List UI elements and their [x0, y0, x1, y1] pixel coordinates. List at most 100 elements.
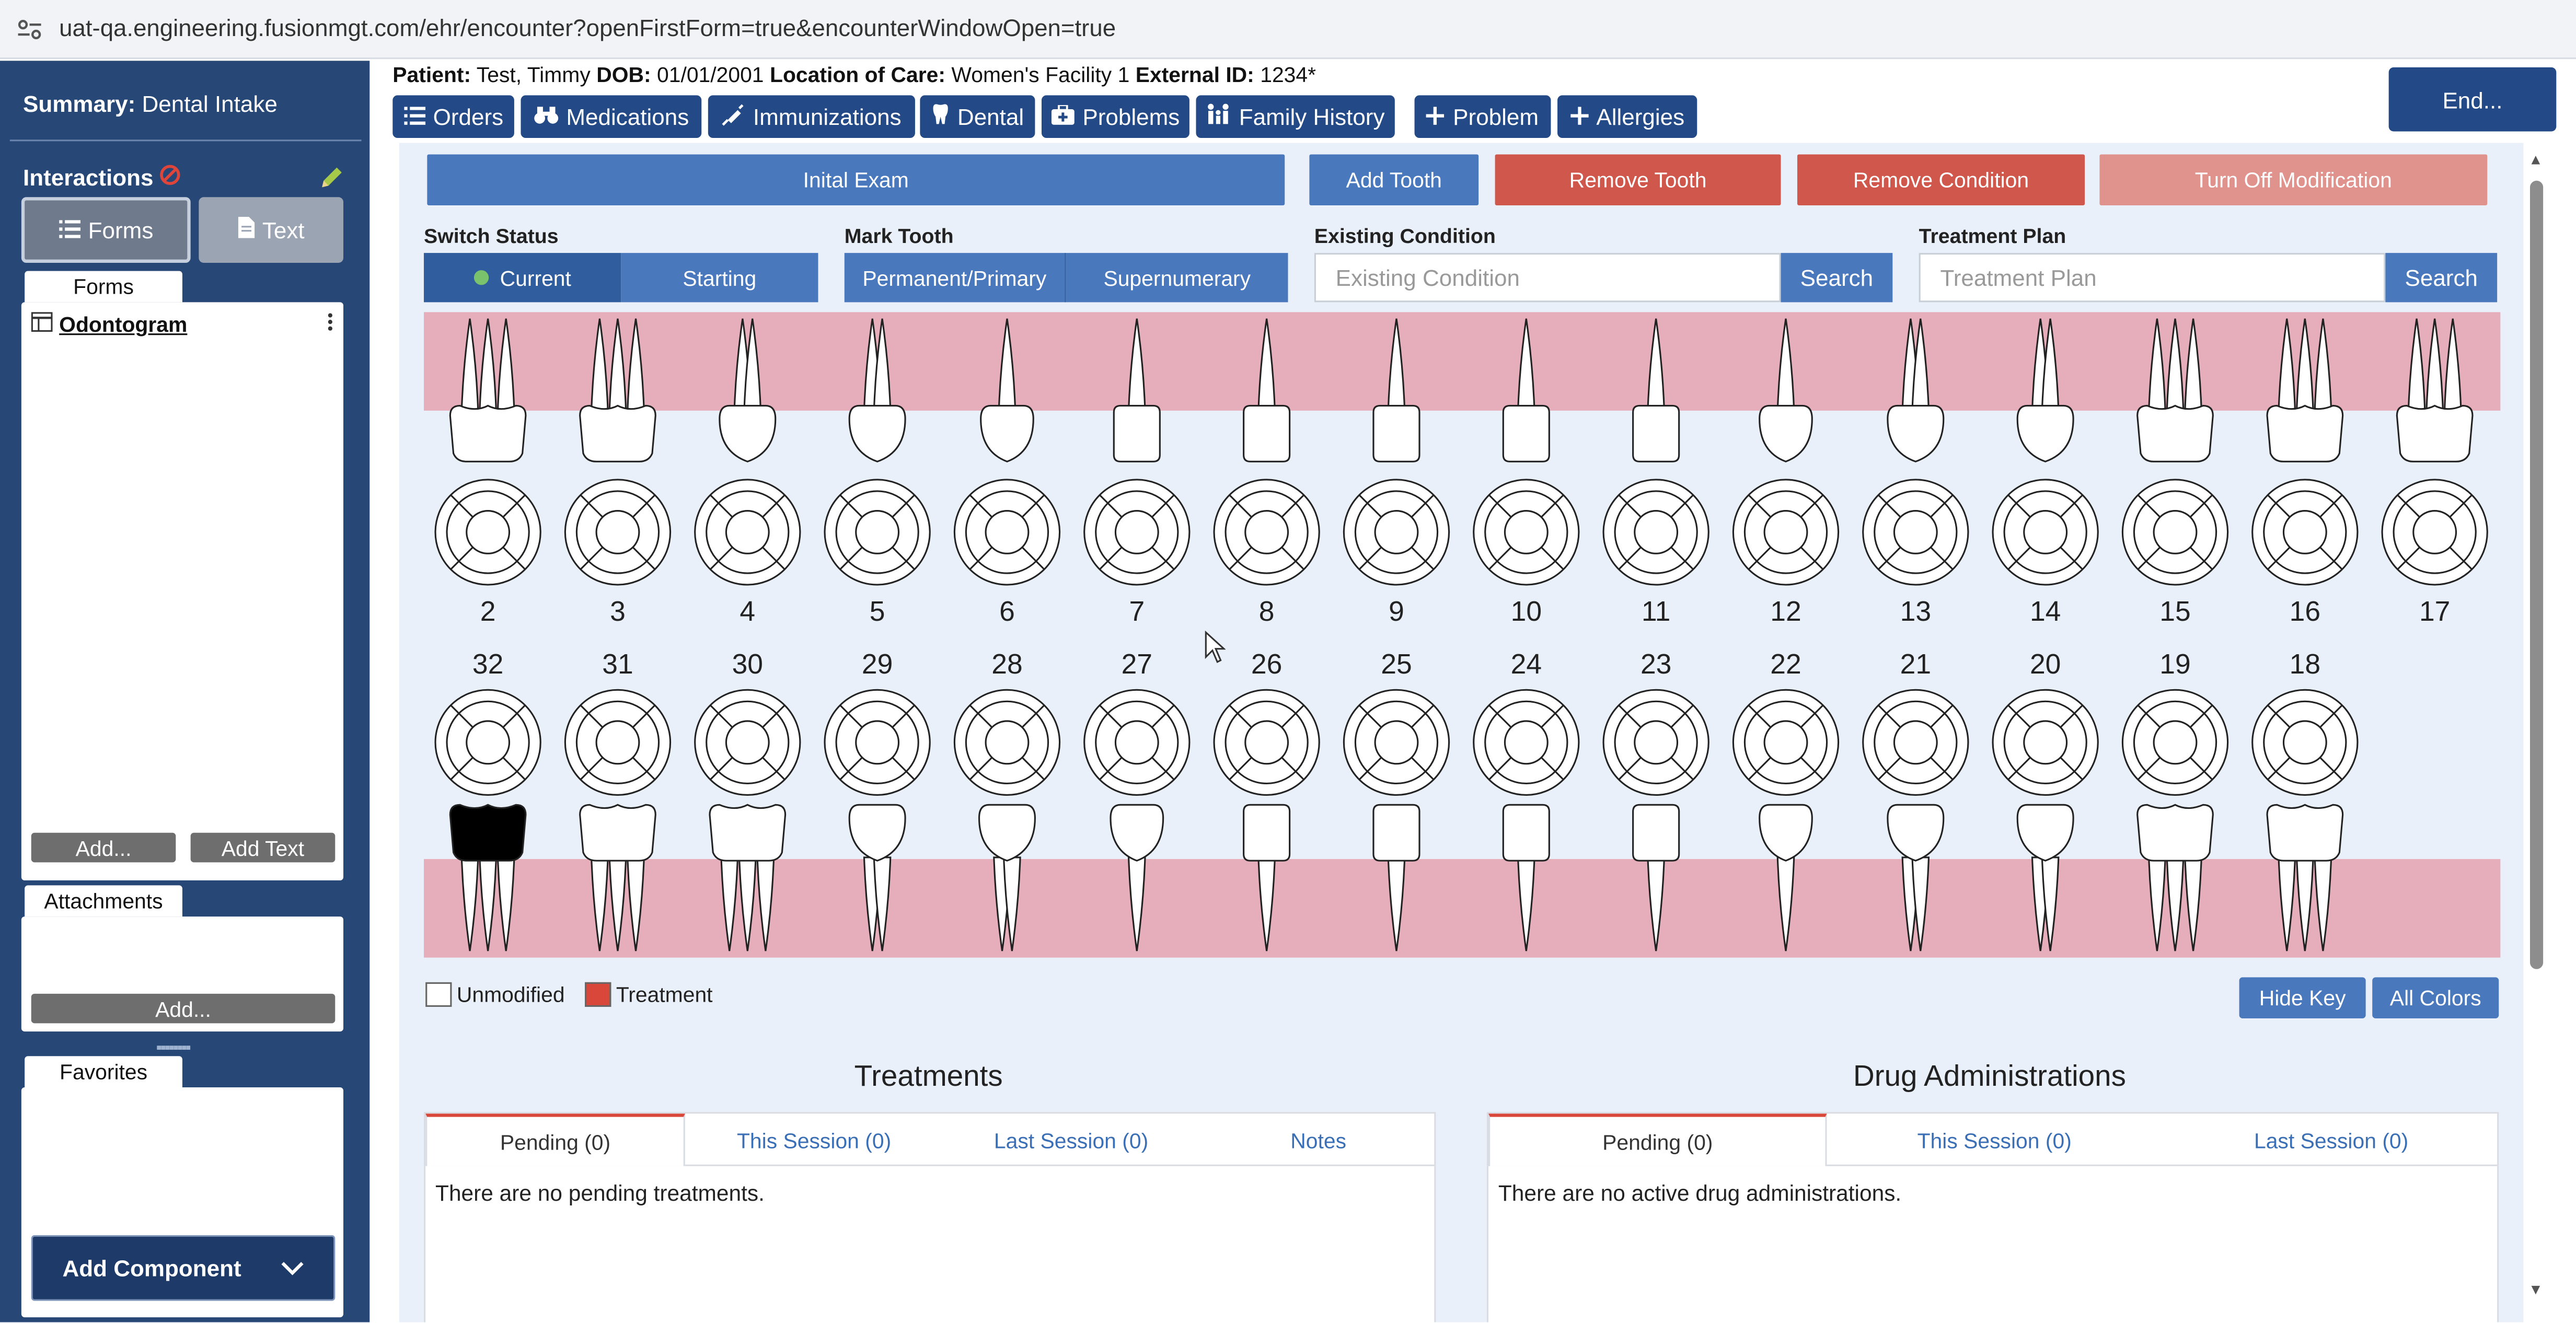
supernumerary-button[interactable]: Supernumerary	[1066, 253, 1288, 303]
lower-tooth[interactable]: 19	[2121, 649, 2229, 951]
tooth-surface-diagram[interactable]	[2381, 479, 2488, 586]
lower-tooth[interactable]: 26	[1213, 649, 1320, 951]
tooth-surface-diagram[interactable]	[1343, 689, 1450, 796]
upper-tooth[interactable]: 12	[1732, 318, 1840, 627]
tooth-surface-diagram[interactable]	[1213, 689, 1320, 796]
tooth-surface-diagram[interactable]	[1473, 479, 1580, 586]
tooth-crown[interactable]	[980, 404, 1034, 463]
tab-drugs-this-session[interactable]: This Session (0)	[1917, 1128, 2072, 1153]
tooth-crown[interactable]	[709, 804, 787, 862]
drag-handle[interactable]: ▪▪▪▪▪▪▪▪	[156, 1039, 191, 1058]
tooth-crown[interactable]	[2136, 804, 2214, 862]
dental-button[interactable]: Dental	[920, 95, 1035, 138]
upper-tooth[interactable]: 2	[434, 318, 541, 627]
tooth-crown[interactable]	[449, 804, 527, 862]
tooth-surface-diagram[interactable]	[1732, 689, 1840, 796]
form-item-name[interactable]: Odontogram	[59, 312, 188, 337]
tooth-crown[interactable]	[1110, 804, 1164, 862]
tooth-surface-diagram[interactable]	[824, 689, 931, 796]
more-options-icon[interactable]	[327, 312, 334, 336]
tooth-surface-diagram[interactable]	[2121, 479, 2229, 586]
tooth-surface-diagram[interactable]	[2251, 689, 2359, 796]
text-toggle-button[interactable]: Text	[199, 197, 343, 263]
url-text[interactable]: uat-qa.engineering.fusionmgt.com/ehr/enc…	[59, 15, 1116, 42]
upper-tooth[interactable]: 6	[953, 318, 1061, 627]
tooth-crown[interactable]	[449, 404, 527, 462]
add-problem-button[interactable]: Problem	[1414, 95, 1551, 138]
add-tooth-button[interactable]: Add Tooth	[1309, 154, 1479, 205]
tooth-surface-diagram[interactable]	[1862, 689, 1969, 796]
tooth-surface-diagram[interactable]	[1862, 479, 1969, 586]
tooth-crown[interactable]	[2266, 404, 2344, 462]
lower-tooth[interactable]: 28	[953, 649, 1061, 951]
current-status-button[interactable]: Current	[424, 253, 621, 303]
tooth-crown[interactable]	[2016, 404, 2074, 462]
forms-panel-tab[interactable]: Forms	[25, 271, 182, 303]
upper-tooth[interactable]: 10	[1473, 318, 1580, 627]
upper-tooth[interactable]: 5	[824, 318, 931, 627]
attachments-panel-tab[interactable]: Attachments	[25, 885, 182, 917]
tab-treatments-this-session[interactable]: This Session (0)	[736, 1128, 892, 1153]
tab-drugs-last-session[interactable]: Last Session (0)	[2254, 1128, 2409, 1153]
tooth-surface-diagram[interactable]	[1602, 689, 1709, 796]
tooth-crown[interactable]	[2396, 404, 2474, 462]
tab-drugs-pending[interactable]: Pending (0)	[1488, 1113, 1827, 1166]
lower-tooth[interactable]: 31	[564, 649, 672, 951]
tooth-crown[interactable]	[1887, 804, 1945, 862]
family-history-button[interactable]: Family History	[1196, 95, 1395, 138]
tooth-surface-diagram[interactable]	[694, 689, 801, 796]
existing-condition-search-button[interactable]: Search	[1781, 253, 1893, 303]
tooth-crown[interactable]	[1502, 404, 1550, 462]
lower-tooth[interactable]: 18	[2251, 649, 2359, 951]
tooth-surface-diagram[interactable]	[953, 479, 1061, 586]
tab-treatments-last-session[interactable]: Last Session (0)	[994, 1128, 1149, 1153]
add-allergies-button[interactable]: Allergies	[1557, 95, 1697, 138]
tooth-surface-diagram[interactable]	[1083, 479, 1191, 586]
tooth-crown[interactable]	[579, 404, 656, 462]
tooth-surface-diagram[interactable]	[1732, 479, 1840, 586]
tooth-surface-diagram[interactable]	[564, 479, 672, 586]
tooth-crown[interactable]	[2136, 404, 2214, 462]
tooth-surface-diagram[interactable]	[1602, 479, 1709, 586]
lower-tooth[interactable]: 22	[1732, 649, 1840, 951]
upper-tooth[interactable]: 16	[2251, 318, 2359, 627]
lower-tooth[interactable]: 20	[1992, 649, 2099, 951]
lower-tooth[interactable]: 30	[694, 649, 801, 951]
tooth-surface-diagram[interactable]	[953, 689, 1061, 796]
remove-condition-button[interactable]: Remove Condition	[1797, 154, 2085, 205]
lower-tooth[interactable]: 24	[1473, 649, 1580, 951]
lower-tooth[interactable]: 29	[824, 649, 931, 951]
tooth-surface-diagram[interactable]	[1083, 689, 1191, 796]
tooth-crown[interactable]	[1632, 404, 1680, 462]
treatment-plan-search-button[interactable]: Search	[2385, 253, 2498, 303]
remove-tooth-button[interactable]: Remove Tooth	[1495, 154, 1781, 205]
form-list-item[interactable]: Odontogram	[31, 312, 333, 336]
tooth-surface-diagram[interactable]	[434, 689, 541, 796]
tooth-crown[interactable]	[719, 404, 777, 462]
upper-tooth[interactable]: 9	[1343, 318, 1450, 627]
upper-tooth[interactable]: 7	[1083, 318, 1191, 627]
tooth-crown[interactable]	[978, 804, 1036, 862]
existing-condition-input[interactable]: Existing Condition	[1314, 253, 1781, 303]
lower-tooth[interactable]: 25	[1343, 649, 1450, 951]
upper-tooth[interactable]: 14	[1992, 318, 2099, 627]
tooth-crown[interactable]	[848, 804, 906, 862]
tooth-surface-diagram[interactable]	[2121, 689, 2229, 796]
permanent-primary-button[interactable]: Permanent/Primary	[844, 253, 1067, 303]
upper-tooth[interactable]: 17	[2381, 318, 2488, 627]
tooth-crown[interactable]	[2016, 804, 2074, 862]
scrollbar-thumb[interactable]	[2529, 180, 2544, 969]
medications-button[interactable]: Medications	[521, 95, 702, 138]
add-text-button[interactable]: Add Text	[190, 832, 336, 863]
problems-button[interactable]: Problems	[1041, 95, 1189, 138]
upper-tooth[interactable]: 13	[1862, 318, 1969, 627]
tooth-surface-diagram[interactable]	[1992, 689, 2099, 796]
tooth-crown[interactable]	[1372, 404, 1420, 462]
initial-exam-button[interactable]: Inital Exam	[427, 154, 1285, 205]
tooth-surface-diagram[interactable]	[1473, 689, 1580, 796]
add-attachment-button[interactable]: Add...	[31, 993, 336, 1024]
end-encounter-button[interactable]: End...	[2388, 67, 2557, 132]
tooth-surface-diagram[interactable]	[824, 479, 931, 586]
tooth-crown[interactable]	[848, 404, 906, 462]
tooth-crown[interactable]	[1759, 404, 1813, 463]
